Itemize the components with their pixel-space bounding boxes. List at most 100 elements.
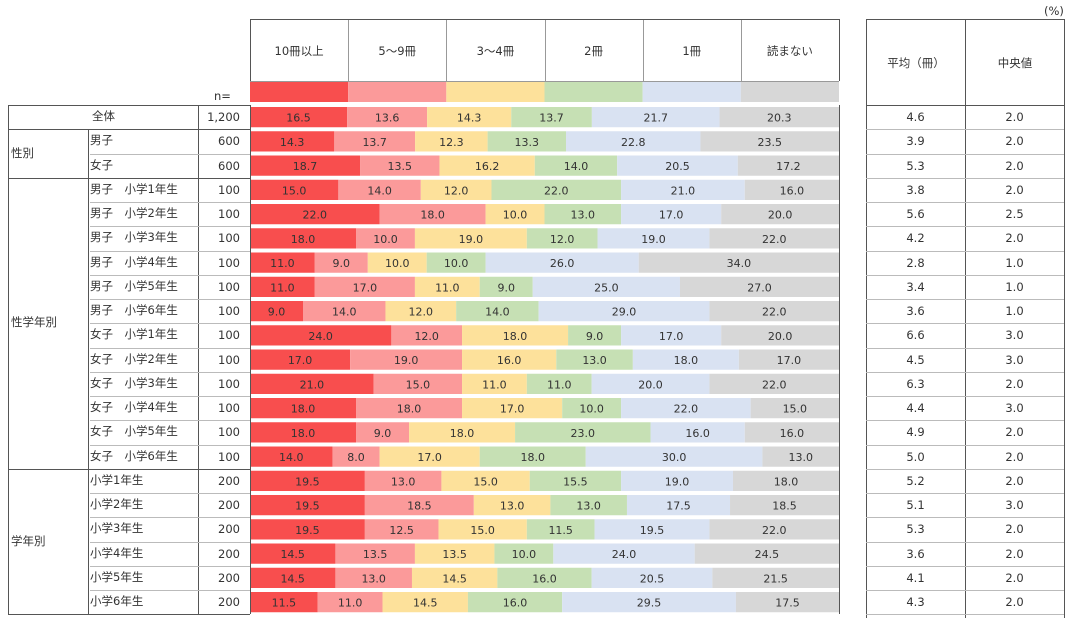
bar-segment-label: 18.0 [291,403,316,416]
row-label: 女子 小学3年生 [90,375,178,390]
bar-segment-label: 16.0 [780,184,805,197]
bar-segment [735,592,839,613]
bar-segment-label: 12.0 [409,306,434,319]
bar-segment-label: 23.0 [571,427,596,440]
bar-segment-label: 13.0 [576,500,601,513]
bar-segment-label: 11.0 [482,378,507,391]
row-n: 200 [218,546,240,561]
row-avg: 4.5 [906,352,925,367]
bar-segment [364,470,442,491]
row-label: 小学5年生 [90,569,144,584]
bar-segment-label: 17.0 [353,281,378,294]
bar-segment-label: 16.0 [532,572,557,585]
bar-segment [332,446,380,467]
bar-segment-label: 18.0 [291,233,316,246]
bar-segment-label: 16.0 [780,427,805,440]
row-label: 男子 小学2年生 [90,206,178,220]
bar-segment-label: 18.0 [520,451,545,464]
row-label: 女子 小学4年生 [90,400,178,414]
bar-segment-label: 21.0 [671,184,696,197]
row-median: 1.0 [1005,279,1024,294]
bar-segment-label: 14.5 [280,572,305,585]
bar-segment-label: 17.0 [777,354,802,367]
bar-segment [562,398,622,419]
bar-segment-label: 22.0 [762,233,787,246]
row-avg: 5.3 [906,158,925,173]
row-median: 2.0 [1005,425,1024,440]
n-header: n= [214,89,231,103]
bar-segment-label: 12.5 [389,524,414,537]
row-median: 2.0 [1005,158,1024,173]
bar-segment [356,228,415,249]
bar-segment-label: 15.0 [470,524,495,537]
legend-divider [348,19,350,81]
bar-segment [719,107,839,128]
bar-segment-label: 14.0 [279,451,304,464]
row-n: 100 [218,376,240,391]
bar-segment-label: 24.0 [612,548,637,561]
bar-segment-label: 13.7 [362,136,387,149]
group-separator [8,177,250,179]
bar-segment [744,179,839,200]
legend-border-mid [250,81,839,82]
bar-segment [594,519,710,540]
bar-segment [556,349,633,370]
stats-border-right [1064,19,1065,618]
table-left-line [8,105,9,615]
bar-segment-label: 29.0 [612,306,637,319]
bar-segment-label: 11.5 [548,524,573,537]
bar-segment-label: 16.2 [475,160,500,173]
row-n: 100 [218,449,240,464]
row-separator [90,371,250,373]
row-avg: 6.3 [906,376,925,391]
bar-segment [250,519,365,540]
bar-segment [591,373,710,394]
row-median: 2.0 [1005,182,1024,197]
bar-segment [250,446,333,467]
bar-segment [679,276,839,297]
bar-segment [485,252,639,273]
bar-segment [621,204,722,225]
bar-segment [250,373,374,394]
bar-segment-label: 9.0 [333,257,351,270]
bar-segment [415,131,488,152]
bar-col-right-line [839,105,840,615]
row-n: 100 [218,401,240,415]
stats-row-line [866,202,1064,203]
stats-row-line [866,565,1064,567]
bar-segment [347,107,428,128]
bar-segment-label: 19.5 [295,524,320,537]
bar-segment [350,349,463,370]
row-avg: 5.0 [906,449,925,464]
legend-label-1: 10冊以上 [274,44,324,58]
bar-segment [250,325,392,346]
row-n: 200 [218,570,240,585]
row-n: 200 [218,498,240,512]
bar-segment-label: 13.5 [388,160,413,173]
row-avg: 2.8 [906,255,925,270]
bar-segment-label: 18.5 [772,500,797,513]
group-label: 学年別 [11,533,46,548]
bar-segment [617,155,738,176]
row-n: 100 [218,279,240,294]
bar-segment-label: 16.5 [286,112,311,125]
bar-segment [532,276,680,297]
bar-segment [250,155,361,176]
stats-row-line [866,177,1064,179]
bar-segment-label: 22.0 [303,209,328,222]
row-avg: 4.1 [906,570,925,585]
bar-segment [334,131,416,152]
row-label: 全体 [92,109,115,123]
bar-segment [566,131,701,152]
group-label-divider [88,129,89,178]
bar-segment [730,495,839,516]
bar-segment-label: 18.0 [450,427,475,440]
row-label: 男子 小学5年生 [90,278,178,293]
row-n: 600 [218,134,240,149]
bar-segment-label: 17.5 [775,597,800,610]
bar-segment [414,543,495,564]
bar-segment [360,155,440,176]
legend-divider [544,19,546,81]
legend-divider [642,19,644,81]
bar-segment [750,398,839,419]
